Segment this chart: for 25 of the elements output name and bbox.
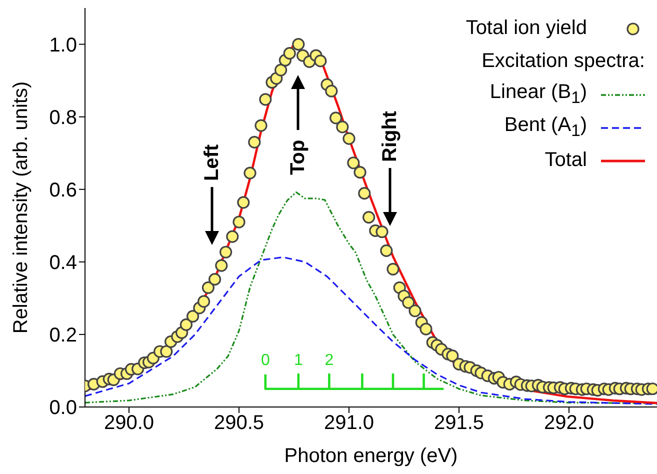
- x-axis-title: Photon energy (eV): [284, 445, 458, 467]
- legend-label: Linear (B$_{1}$): [490, 81, 587, 108]
- x-tick-label: 291.0: [324, 412, 374, 434]
- x-tick-label: 290.0: [104, 412, 154, 434]
- line-series: [85, 256, 657, 405]
- x-tick-label: 290.5: [214, 412, 264, 434]
- annotation: 0: [260, 352, 270, 369]
- legend-label: Total: [544, 149, 587, 172]
- annotation: Right: [379, 110, 401, 162]
- annotation: 1: [294, 352, 303, 369]
- y-tick-label: 1.0: [49, 34, 77, 56]
- x-tick-label: 291.5: [434, 412, 484, 434]
- y-tick-label: 0.4: [49, 252, 77, 274]
- x-tick-label: 292.0: [544, 412, 594, 434]
- legend-title: Excitation spectra:: [480, 49, 645, 74]
- legend-label: Bent (A$_{1}$): [504, 114, 587, 141]
- y-tick-label: 0.2: [49, 324, 77, 347]
- legend-label: Total ion yield: [466, 17, 587, 40]
- y-tick-label: 0.0: [49, 397, 77, 420]
- annotation: 2: [324, 352, 334, 369]
- y-tick-label: 0.6: [49, 179, 77, 202]
- y-tick-label: 0.8: [49, 106, 77, 129]
- annotation: Left: [201, 144, 223, 181]
- annotation: Top: [287, 140, 309, 175]
- y-axis-title: Relative intensity (arb. units): [10, 81, 32, 334]
